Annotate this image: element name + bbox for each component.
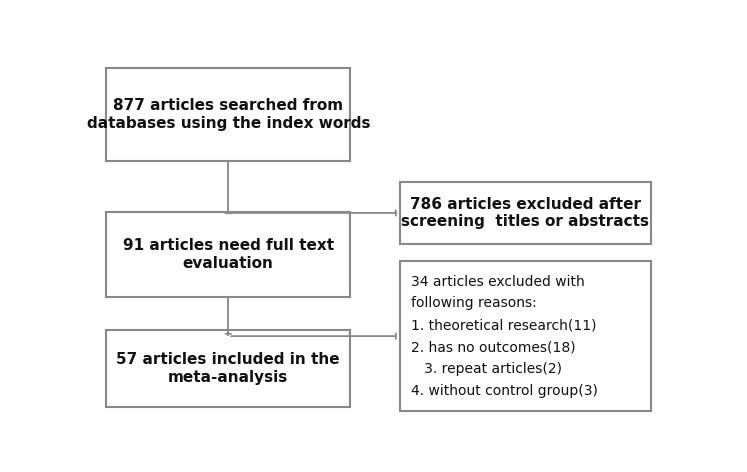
Text: 1. theoretical research(11): 1. theoretical research(11) — [411, 318, 597, 332]
Text: 877 articles searched from
databases using the index words: 877 articles searched from databases usi… — [87, 98, 370, 131]
FancyBboxPatch shape — [106, 68, 350, 160]
Text: 3. repeat articles(2): 3. repeat articles(2) — [411, 362, 562, 376]
FancyBboxPatch shape — [400, 261, 651, 411]
Text: 34 articles excluded with: 34 articles excluded with — [411, 275, 585, 288]
Text: 57 articles included in the
meta-analysis: 57 articles included in the meta-analysi… — [117, 352, 340, 385]
Text: following reasons:: following reasons: — [411, 296, 537, 311]
FancyBboxPatch shape — [106, 330, 350, 407]
Text: 2. has no outcomes(18): 2. has no outcomes(18) — [411, 340, 576, 354]
FancyBboxPatch shape — [400, 182, 651, 244]
FancyBboxPatch shape — [106, 212, 350, 297]
Text: 91 articles need full text
evaluation: 91 articles need full text evaluation — [123, 238, 334, 270]
Text: 786 articles excluded after
screening  titles or abstracts: 786 articles excluded after screening ti… — [401, 197, 649, 229]
Text: 4. without control group(3): 4. without control group(3) — [411, 384, 598, 397]
